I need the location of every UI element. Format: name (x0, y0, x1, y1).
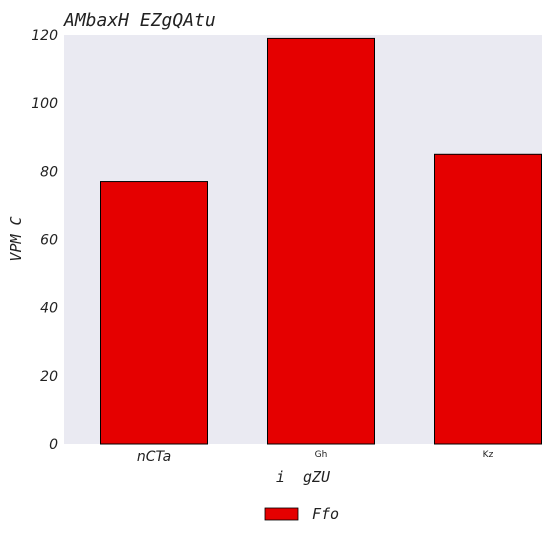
y-tick-label: 40 (40, 301, 58, 317)
y-tick-label: 80 (40, 164, 58, 180)
x-axis-label: i gZU (276, 468, 331, 486)
bar-gh (267, 37, 375, 445)
y-tick-label: 0 (49, 437, 58, 453)
x-tick-label: Gh (315, 450, 328, 460)
y-tick-label: 20 (40, 369, 58, 385)
y-tick-label: 120 (31, 28, 58, 44)
bar-kz (434, 153, 542, 445)
legend: Ffo (264, 505, 339, 523)
bar-ncta (100, 181, 208, 445)
y-tick-label: 60 (40, 233, 58, 249)
bars-group (100, 37, 542, 445)
y-tick-label: 100 (31, 96, 58, 112)
chart-title: AMbaxH EZgQAtu (63, 10, 216, 31)
y-axis-label: VPM C (7, 216, 25, 261)
x-tick-label: Kz (483, 450, 494, 460)
legend-label: Ffo (312, 505, 339, 523)
legend-swatch (264, 507, 299, 521)
x-tick-label: nCTa (137, 449, 171, 465)
y-axis-ticks: 0 20 40 60 80 100 120 (31, 28, 58, 453)
x-axis-ticks: nCTa Gh Kz (137, 449, 494, 465)
